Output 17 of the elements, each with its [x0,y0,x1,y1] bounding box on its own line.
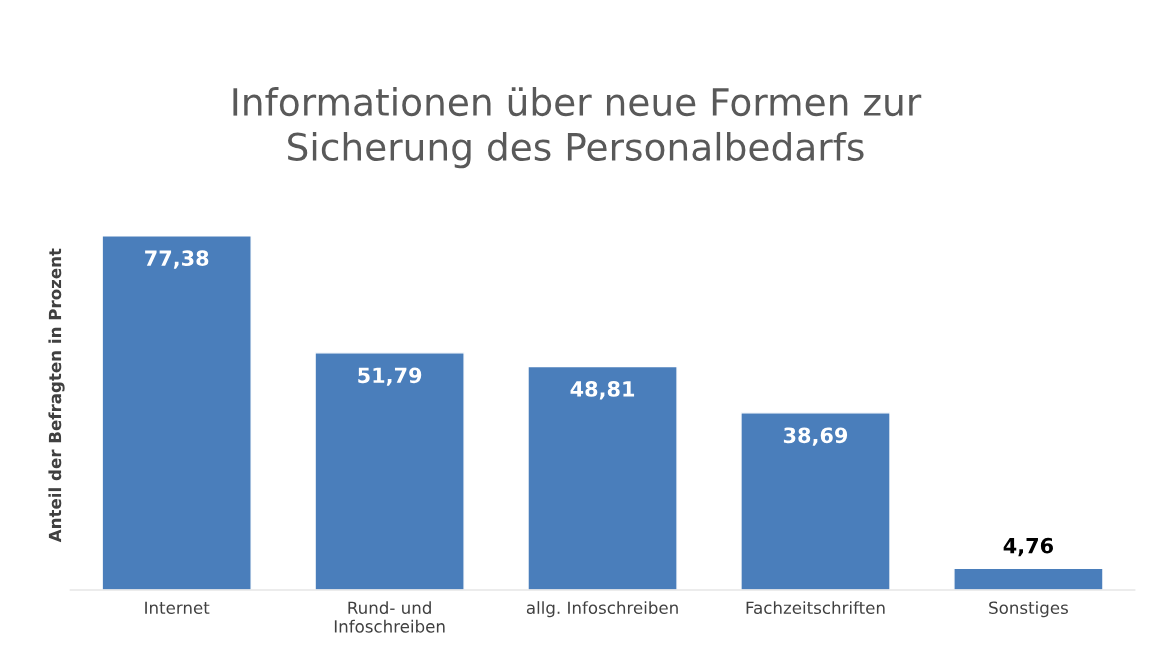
data-label: 4,76 [1003,537,1053,557]
bar [953,567,1104,591]
chart-title: Informationen über neue Formen zur Sicherung des Personalbedarfs [233,87,922,169]
bar [314,352,465,591]
bar [740,412,891,591]
x-tick-label: Sonstiges [989,601,1068,618]
data-label: 77,38 [145,250,209,269]
data-label: 48,81 [570,381,635,400]
x-tick-label: Internet [145,601,210,615]
bar [527,365,678,591]
y-axis-title: Anteil der Befragten in Prozent [48,248,65,543]
data-label: 51,79 [358,367,422,386]
data-label: 38,69 [783,427,848,446]
x-tick-label: Fachzeitschriften [746,601,885,615]
x-tick-label: Rund- und Infoschreiben [334,601,445,633]
x-tick-label: allg. Infoschreiben [526,601,678,618]
bar [101,234,252,591]
